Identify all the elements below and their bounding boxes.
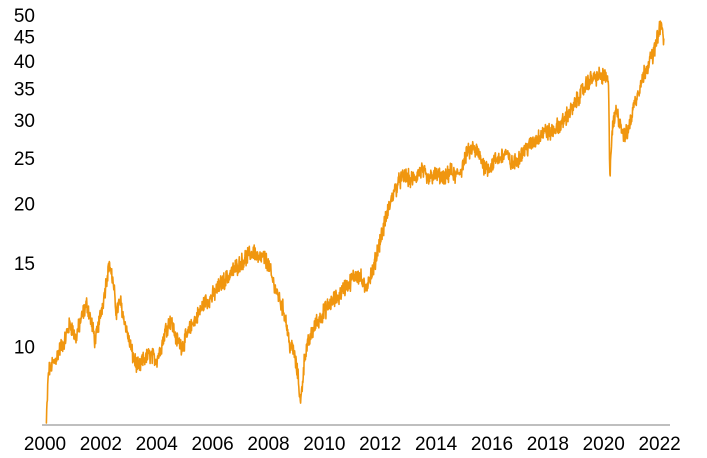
x-tick-label: 2012 xyxy=(359,434,401,455)
y-tick-label: 15 xyxy=(14,254,35,275)
x-tick-label: 2002 xyxy=(80,434,122,455)
series-line xyxy=(45,20,665,424)
x-tick-label: 2022 xyxy=(638,434,680,455)
y-tick-label: 35 xyxy=(14,79,35,100)
x-tick-label: 2014 xyxy=(415,434,458,455)
x-axis-ticks: 2000 2002 2004 2006 2008 2010 2012 2014 2016 2018… xyxy=(24,434,681,455)
y-tick-label: 50 xyxy=(14,6,35,27)
x-tick-label: 2010 xyxy=(303,434,345,455)
x-tick-label: 2006 xyxy=(191,434,233,455)
y-tick-label: 30 xyxy=(14,111,35,132)
y-tick-label: 10 xyxy=(14,338,35,359)
x-tick-label: 2000 xyxy=(24,434,66,455)
y-tick-label: 45 xyxy=(14,28,35,49)
y-tick-label: 40 xyxy=(14,52,35,73)
y-tick-label: 25 xyxy=(14,149,35,170)
x-tick-label: 2016 xyxy=(471,434,513,455)
x-tick-label: 2018 xyxy=(527,434,569,455)
y-tick-label: 20 xyxy=(14,195,35,216)
plot-area xyxy=(45,20,665,424)
x-tick-label: 2004 xyxy=(136,434,179,455)
x-tick-label: 2008 xyxy=(247,434,289,455)
x-tick-label: 2020 xyxy=(583,434,625,455)
